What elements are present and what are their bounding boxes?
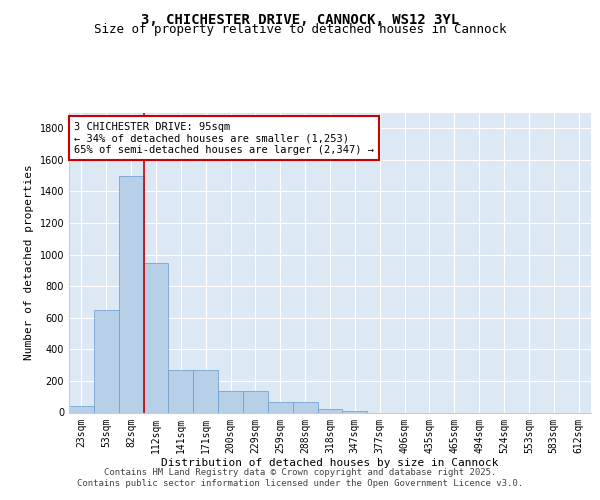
Text: Contains HM Land Registry data © Crown copyright and database right 2025.
Contai: Contains HM Land Registry data © Crown c… (77, 468, 523, 487)
Bar (94, 310, 119, 412)
Text: 3, CHICHESTER DRIVE, CANNOCK, WS12 3YL: 3, CHICHESTER DRIVE, CANNOCK, WS12 3YL (141, 12, 459, 26)
Bar (343, 411, 367, 412)
Bar (119, 176, 143, 412)
Bar (268, 402, 293, 412)
Bar (317, 410, 343, 412)
Bar (218, 391, 243, 412)
Y-axis label: Number of detached properties: Number of detached properties (24, 164, 34, 360)
Bar (69, 406, 94, 412)
Bar (243, 391, 268, 412)
X-axis label: Distribution of detached houses by size in Cannock: Distribution of detached houses by size … (161, 458, 499, 468)
Bar (143, 262, 169, 412)
Bar (293, 402, 317, 412)
Bar (193, 370, 218, 412)
Text: Size of property relative to detached houses in Cannock: Size of property relative to detached ho… (94, 24, 506, 36)
Text: 3 CHICHESTER DRIVE: 95sqm
← 34% of detached houses are smaller (1,253)
65% of se: 3 CHICHESTER DRIVE: 95sqm ← 34% of detac… (74, 122, 374, 154)
Bar (169, 370, 193, 412)
